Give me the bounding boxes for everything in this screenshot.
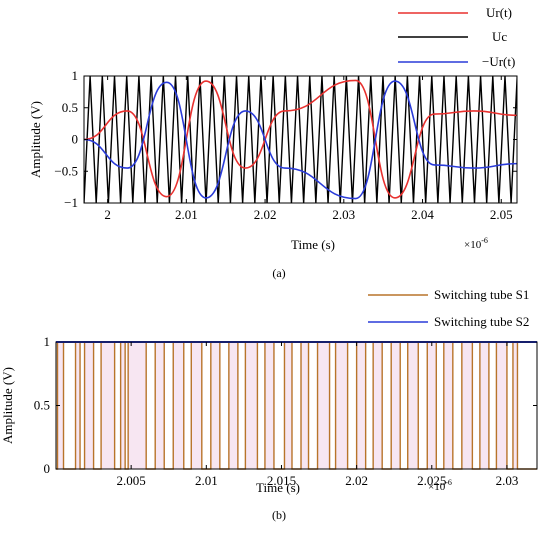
pulse-fill-s1 [427,342,437,469]
x-multiplier-a: ×10-6 [464,236,488,251]
pulse-fill-s1 [407,342,419,469]
pulse-fill-s1 [461,342,473,469]
plot-a [84,76,517,203]
x-tick-label-a: 2.01 [175,207,198,222]
x-tick-label-b: 2.01 [195,473,218,488]
x-tick-label-a: 2.03 [332,207,355,222]
pulse-fill-s1 [57,342,64,469]
pulse-fill-s1 [101,342,115,469]
pulse-fill-s1 [191,342,202,469]
x-tick-label-b: 2.005 [117,473,146,488]
x-axis-label-b: Time (s) [256,480,300,495]
x-multiplier-b: ×10-6 [428,478,452,493]
x-tick-label-b: 2.03 [496,473,519,488]
y-axis-label-a: Amplitude (V) [28,101,43,178]
pulse-fill-s1 [84,342,94,469]
x-tick-label-a: 2.02 [254,207,277,222]
pulse-fill-s1 [443,342,453,469]
series-line-ur [84,79,517,199]
x-tick-label-b: 2.025 [417,473,446,488]
pulse-fill-s1 [512,342,518,469]
legend-b: Switching tube S1 Switching tube S2 [368,287,529,329]
legend-label-s2: Switching tube S2 [434,314,529,329]
panel-label-a: (a) [272,266,285,280]
chart-b: 2.005 2.01 2.015 2.02 2.025 2.03 0 0.5 1 Amplitud… [0,287,538,522]
pulse-fill-s1 [317,342,330,469]
pulse-fill-s1 [373,342,383,469]
legend-label-s1: Switching tube S1 [434,287,529,302]
x-tick-label-b: 2.015 [267,473,296,488]
x-tick-label-a: 2.04 [411,207,434,222]
y-axis-label-b: Amplitude (V) [0,367,15,444]
legend-label-ur: Ur(t) [486,5,512,20]
pulse-fill-s1 [335,342,348,469]
x-tick-label-a: 2.05 [490,207,513,222]
pulse-fill-s1 [391,342,401,469]
legend-label-uc: Uc [492,29,507,44]
pulse-fill-s1 [479,342,489,469]
legend-label-neg-ur: −Ur(t) [482,54,515,69]
pulse-fill-s1 [264,342,274,469]
x-tick-label-a: 2 [104,207,111,222]
x-axis-label-a: Time (s) [291,237,335,252]
legend-a: Ur(t) Uc −Ur(t) [398,5,515,69]
pulse-fill-s1 [245,342,258,469]
pulse-fill-s1 [155,342,165,469]
pulse-fill-s1 [356,342,366,469]
y-tick-label-a: −1 [64,195,78,210]
y-tick-label-a: 0 [72,132,79,147]
pulse-fill-s1 [496,342,507,469]
pulse-fill-s1 [173,342,184,469]
pulse-fill-s1 [301,342,309,469]
pulse-fill-s1 [228,342,238,469]
chart-a: 2 2.01 2.02 2.03 2.04 2.05 −1 −0.5 0 0.5 1 Amplitud… [28,5,518,280]
panel-label-b: (b) [272,508,286,522]
y-tick-label-a: −0.5 [54,163,78,178]
pulse-fill-s1 [120,342,126,469]
y-tick-label-a: 1 [72,68,79,83]
y-tick-label-b: 1 [44,334,51,349]
y-tick-label-b: 0.5 [34,398,50,413]
y-tick-label-a: 0.5 [62,100,78,115]
pulse-fill-s1 [75,342,81,469]
x-tick-label-b: 2.02 [345,473,368,488]
pulse-fill-s1 [284,342,292,469]
pulse-fill-s1 [210,342,220,469]
y-tick-label-b: 0 [44,461,51,476]
series-line-neg-ur [84,80,517,200]
pulse-fill-s1 [128,342,147,469]
